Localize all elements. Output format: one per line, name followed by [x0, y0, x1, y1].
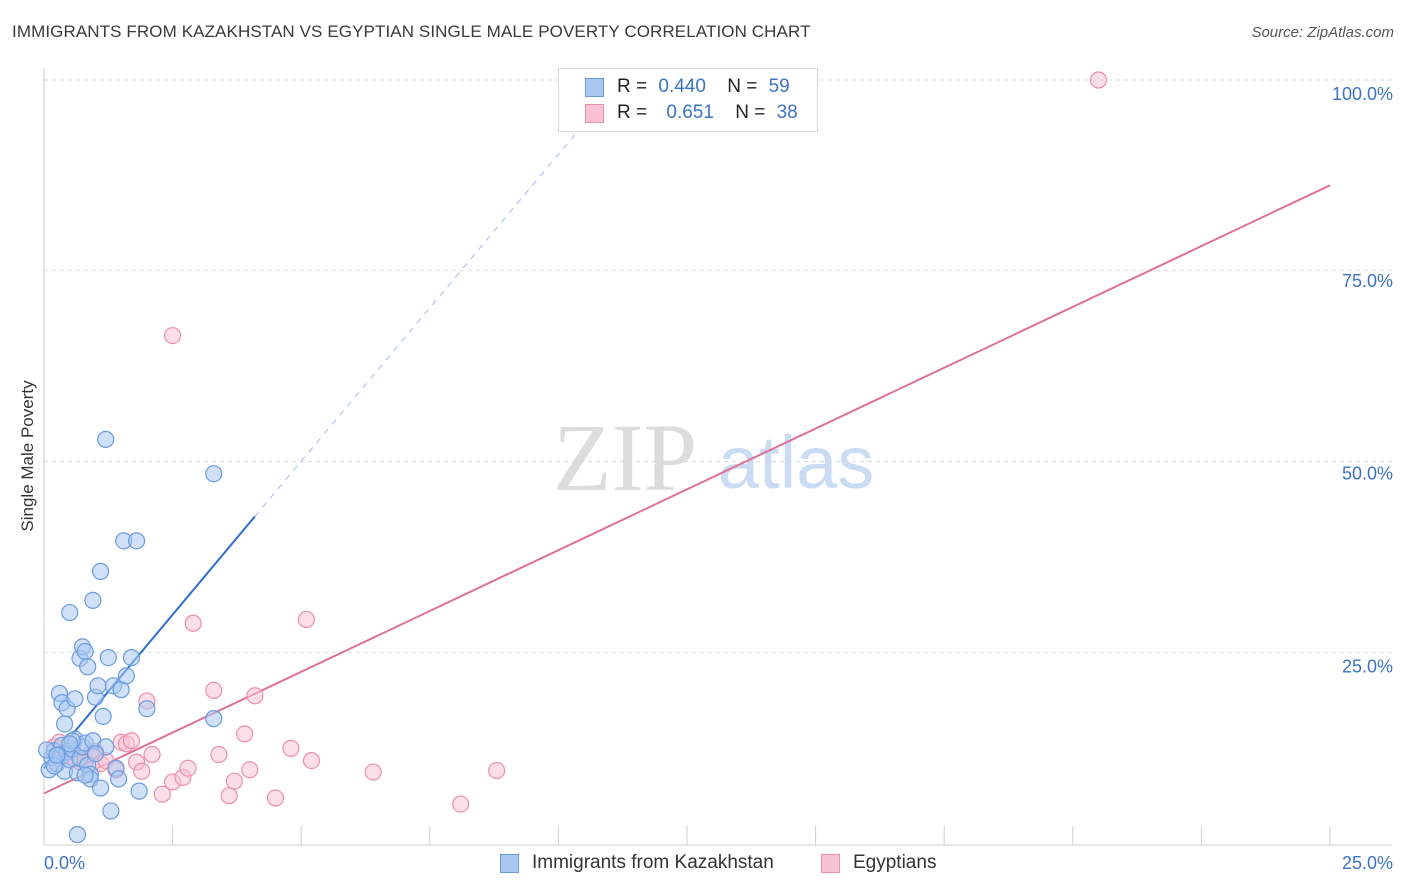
legend-r-label: R =: [617, 102, 648, 123]
egyptians-point: [153, 785, 171, 803]
correlation-legend: R = 0.440 N = 59 R = 0.651 N = 38: [558, 68, 818, 132]
kazakhstan-point: [76, 766, 94, 784]
bottom-legend-swatch-kazakhstan: [500, 854, 519, 873]
kazakhstan-point: [102, 802, 120, 820]
chart-title: IMMIGRANTS FROM KAZAKHSTAN VS EGYPTIAN S…: [12, 22, 811, 41]
kazakhstan-point: [79, 658, 97, 676]
x-tick-label: 25.0%: [1342, 853, 1393, 873]
y-tick-label: 25.0%: [1342, 656, 1393, 676]
egyptians-point: [236, 725, 254, 743]
legend-n-value: 38: [776, 102, 798, 123]
tick-labels: 25.0% 50.0% 75.0% 100.0% 0.0% 25.0%: [44, 84, 1393, 873]
kazakhstan-point: [138, 700, 156, 718]
egyptians-point: [122, 732, 141, 750]
kazakhstan-point: [68, 826, 87, 844]
kazakhstan-point: [97, 430, 115, 448]
legend-r-label: R =: [617, 76, 648, 97]
egyptians-point: [225, 772, 243, 790]
axes: [43, 68, 1392, 846]
egyptians-point: [133, 762, 151, 780]
watermark-zip: ZIP: [553, 404, 697, 511]
kazakhstan-point: [130, 782, 148, 800]
kazakhstan-point: [205, 710, 223, 728]
egyptians-point: [302, 751, 321, 770]
watermark: ZIP atlas: [553, 404, 874, 511]
kazakhstan-point: [91, 779, 110, 797]
bottom-legend-label: Immigrants from Kazakhstan: [532, 852, 774, 873]
egyptians-point: [143, 745, 161, 764]
kazakhstan-trendline: [43, 515, 256, 769]
egyptians-trendline: [43, 184, 1331, 795]
data-points: [37, 71, 1108, 844]
kazakhstan-point: [91, 562, 110, 580]
egyptians-point: [220, 787, 238, 805]
gridlines: [44, 79, 1392, 653]
egyptians-point: [266, 789, 285, 807]
egyptians-point: [164, 327, 182, 345]
egyptians-point: [297, 610, 315, 629]
egyptians-point: [205, 681, 223, 700]
kazakhstan-point: [99, 648, 117, 667]
bottom-legend-swatch-egyptians: [821, 854, 840, 873]
x-tick-label: 0.0%: [44, 853, 85, 873]
kazakhstan-point: [66, 690, 84, 708]
kazakhstan-point: [122, 648, 141, 667]
egyptians-point: [1089, 71, 1108, 89]
kazakhstan-point: [89, 677, 107, 695]
bottom-legend-label: Egyptians: [853, 852, 937, 873]
kazakhstan-point: [76, 642, 94, 661]
egyptians-point: [364, 763, 382, 781]
source-credit: Source: ZipAtlas.com: [1251, 24, 1394, 41]
legend-r-value: 0.651: [666, 102, 714, 123]
y-tick-label: 50.0%: [1342, 464, 1393, 484]
kazakhstan-point: [127, 532, 146, 550]
legend-swatch-kazakhstan: [585, 78, 604, 97]
kazakhstan-point: [48, 746, 66, 764]
kazakhstan-point: [84, 591, 102, 609]
kazakhstan-point: [86, 745, 105, 763]
kazakhstan-point: [109, 770, 128, 788]
legend-r-value: 0.440: [658, 76, 706, 97]
egyptians-point: [452, 795, 470, 813]
kazakhstan-point: [61, 735, 79, 753]
egyptians-point: [246, 687, 264, 705]
legend-n-label: N =: [727, 76, 758, 97]
kazakhstan-point: [205, 465, 223, 483]
legend-n-label: N =: [735, 102, 766, 123]
kazakhstan-point: [94, 707, 112, 725]
egyptians-point: [282, 739, 300, 757]
kazakhstan-point: [61, 603, 79, 622]
egyptians-point: [241, 761, 259, 779]
egyptians-point: [210, 745, 228, 764]
egyptians-point: [488, 761, 506, 780]
legend-n-value: 59: [768, 76, 790, 97]
kazakhstan-point: [117, 667, 135, 685]
egyptians-point: [179, 759, 197, 777]
legend-swatch-egyptians: [585, 104, 604, 123]
kazakhstan-point: [55, 715, 74, 733]
egyptians-point: [184, 614, 202, 632]
y-tick-label: 100.0%: [1332, 84, 1393, 104]
y-tick-label: 75.0%: [1342, 271, 1393, 291]
